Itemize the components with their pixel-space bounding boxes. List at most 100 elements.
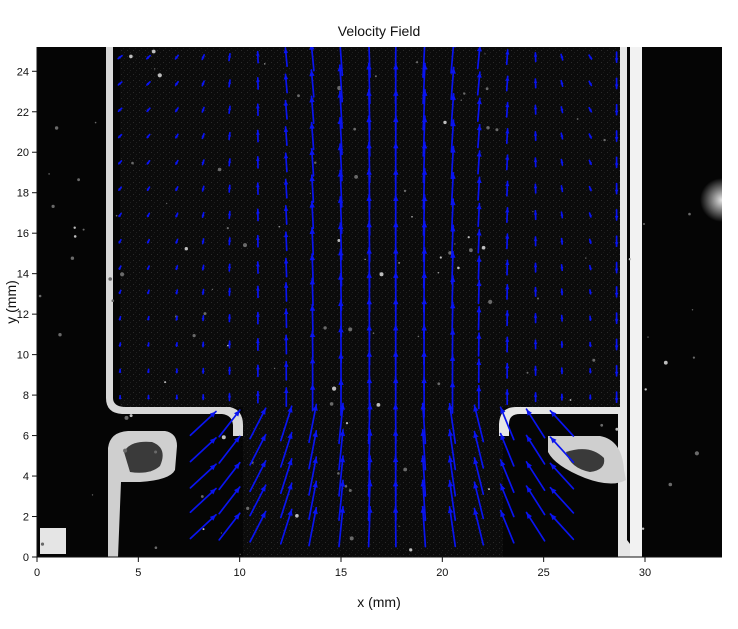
velocity-arrow [227, 184, 232, 193]
left-reservoir-inner [124, 441, 163, 473]
velocity-arrow [533, 236, 538, 247]
particle [184, 247, 188, 251]
velocity-arrow [283, 231, 289, 252]
velocity-arrow [533, 130, 538, 142]
particle [337, 472, 340, 475]
velocity-arrow [589, 289, 592, 295]
velocity-arrow [533, 391, 538, 403]
velocity-arrow [175, 238, 179, 244]
velocity-arrow [146, 212, 151, 218]
velocity-arrow [473, 404, 485, 443]
right-wall-glow [630, 47, 642, 557]
particle [108, 277, 112, 281]
particle [154, 450, 158, 454]
velocity-arrow [256, 155, 260, 169]
velocity-arrow [117, 133, 123, 139]
velocity-arrow [284, 334, 289, 355]
particle [264, 63, 266, 65]
particle [91, 494, 94, 496]
plot-area [37, 47, 722, 557]
particle [463, 92, 466, 95]
velocity-arrow [201, 54, 206, 61]
velocity-arrow [309, 356, 316, 386]
particle [694, 451, 700, 456]
velocity-arrow [476, 229, 482, 254]
velocity-arrow [614, 235, 619, 248]
velocity-arrow [146, 265, 150, 270]
particle [398, 262, 400, 264]
velocity-arrow [146, 315, 150, 321]
velocity-arrow [175, 368, 179, 374]
particle [332, 386, 337, 391]
velocity-arrow [227, 263, 232, 272]
particle [443, 120, 447, 125]
velocity-arrow [533, 157, 538, 168]
velocity-arrow [227, 287, 232, 297]
y-tick-label: 16 [17, 228, 29, 240]
velocity-arrow [308, 429, 318, 470]
velocity-arrow [476, 123, 482, 149]
velocity-arrow [256, 50, 260, 64]
velocity-arrow [256, 338, 260, 351]
velocity-arrow [476, 202, 482, 228]
velocity-arrow [533, 313, 538, 324]
particle [217, 167, 222, 172]
y-tick-label: 24 [17, 66, 29, 78]
velocity-arrow [549, 462, 575, 490]
velocity-arrow [175, 265, 179, 271]
velocity-arrow [525, 434, 546, 465]
velocity-arrow [505, 128, 510, 145]
particle [73, 235, 77, 238]
velocity-arrow [505, 389, 510, 406]
velocity-arrow [525, 511, 546, 542]
particle [488, 299, 493, 304]
particle [437, 382, 441, 386]
right-reservoir-inner [566, 449, 605, 472]
velocity-arrow [309, 47, 315, 72]
particle [372, 332, 375, 335]
particle [129, 54, 133, 59]
velocity-arrow [201, 238, 205, 245]
velocity-arrow [201, 106, 205, 113]
velocity-arrow [505, 180, 510, 197]
velocity-arrow [589, 315, 592, 321]
particle [348, 489, 352, 492]
velocity-arrow [201, 132, 205, 140]
y-tick-label: 22 [17, 107, 29, 119]
velocity-arrow [560, 393, 564, 401]
velocity-arrow [174, 54, 180, 60]
particle [154, 68, 156, 70]
velocity-arrow [189, 463, 217, 489]
velocity-arrow [549, 409, 575, 437]
velocity-arrow [476, 176, 482, 201]
particle [641, 527, 645, 530]
velocity-arrow [189, 513, 217, 540]
particle [120, 272, 125, 277]
velocity-arrow [309, 226, 315, 256]
x-axis-label: x (mm) [357, 594, 401, 610]
particle [615, 427, 619, 431]
velocity-arrow [476, 47, 482, 70]
particle [246, 506, 250, 510]
velocity-arrow [249, 460, 267, 493]
velocity-arrow [218, 461, 241, 491]
velocity-arrow [227, 52, 232, 62]
particle [576, 118, 579, 120]
velocity-arrow [283, 178, 289, 199]
velocity-arrow [614, 261, 619, 274]
particle [297, 94, 300, 98]
velocity-arrow [533, 339, 538, 350]
x-tick-label: 5 [135, 567, 141, 579]
velocity-arrow [175, 289, 179, 295]
particle [486, 126, 490, 130]
velocity-vectors [117, 47, 619, 548]
velocity-arrow [146, 186, 151, 192]
velocity-arrow [118, 342, 122, 347]
velocity-arrow [588, 212, 593, 218]
particle [628, 258, 632, 261]
particle [437, 272, 439, 274]
velocity-arrow [175, 315, 178, 321]
velocity-arrow [309, 95, 315, 125]
velocity-arrow [118, 238, 122, 244]
